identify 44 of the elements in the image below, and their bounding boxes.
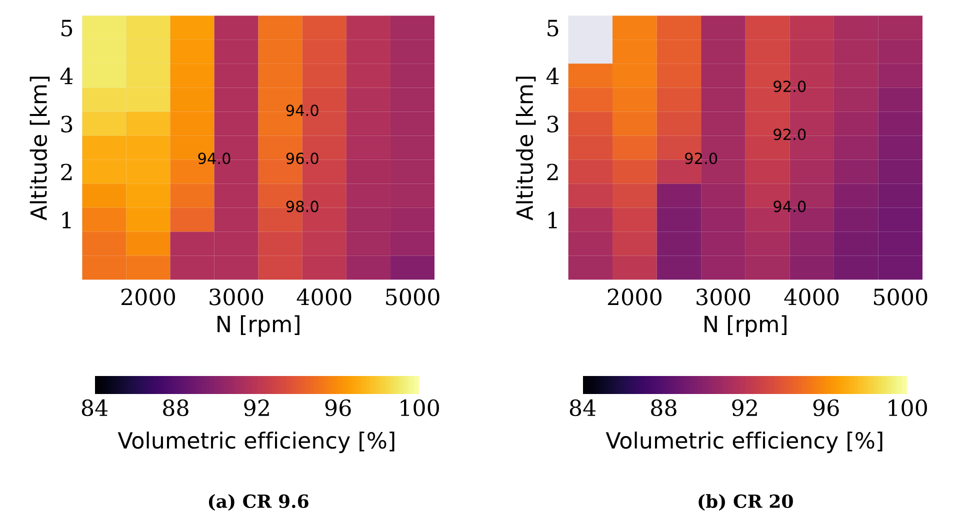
y-tick-label: 4 [60, 68, 73, 84]
x-tick-label: 2000 [608, 288, 662, 306]
color-bar-label: 92 [732, 399, 757, 416]
color-bar-title: Volumetric efficiency [%] [606, 432, 882, 454]
color-bar-label: 84 [82, 399, 108, 416]
color-bar-label: 100 [888, 399, 927, 416]
annotation: 92.0 [685, 152, 718, 164]
x-tick-label: 3000 [210, 288, 264, 306]
annotation: 94.0 [198, 152, 230, 164]
text: (a) CR 9.6 [208, 494, 308, 511]
x-tick-label: 4000 [784, 288, 839, 306]
text: (b) CR 20 [698, 494, 793, 511]
color-bar-label: 92 [244, 399, 269, 416]
y-tick-label: 3 [61, 116, 72, 132]
y-tick-label: 1 [548, 212, 557, 228]
annotation: 94.0 [774, 200, 806, 212]
y-axis-title: Altitude [km] [30, 76, 50, 220]
color-bar-label: 84 [570, 399, 596, 416]
y-tick-label: 5 [62, 20, 72, 36]
color-bar-label: 96 [325, 399, 351, 416]
y-tick-label: 4 [546, 68, 559, 84]
color-bar-label: 88 [163, 399, 188, 416]
x-tick-label: 4000 [296, 288, 352, 306]
color-bar-label: 96 [813, 399, 839, 416]
y-tick-label: 2 [61, 164, 72, 180]
color-bar-title: Volumetric efficiency [%] [118, 432, 394, 454]
y-tick-label: 3 [547, 116, 558, 132]
annotation: 92.0 [774, 80, 806, 92]
y-axis-title: Altitude [km] [516, 76, 536, 220]
x-tick-label: 3000 [696, 288, 750, 306]
y-tick-label: 1 [62, 212, 71, 228]
annotation: 92.0 [774, 128, 806, 140]
x-tick-label: 2000 [121, 288, 176, 306]
annotation: 96.0 [286, 152, 318, 164]
x-axis-title: N [rpm] [704, 315, 786, 337]
y-tick-label: 5 [548, 20, 558, 36]
x-tick-label: 5000 [386, 288, 440, 306]
annotation: 94.0 [286, 104, 318, 116]
x-tick-label: 5000 [874, 288, 928, 306]
annotation: 98.0 [286, 200, 318, 212]
color-bar-label: 100 [400, 399, 439, 416]
color-bar-label: 88 [651, 399, 676, 416]
x-axis-title: N [rpm] [218, 315, 300, 337]
y-tick-label: 2 [547, 164, 558, 180]
